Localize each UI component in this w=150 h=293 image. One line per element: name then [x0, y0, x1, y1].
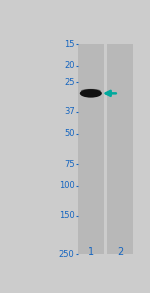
Text: 75: 75 [64, 160, 75, 169]
Text: 1: 1 [88, 247, 94, 257]
Text: 100: 100 [59, 181, 75, 190]
Ellipse shape [80, 89, 102, 98]
Text: 150: 150 [59, 212, 75, 220]
Text: 25: 25 [64, 78, 75, 87]
Text: 15: 15 [64, 40, 75, 49]
Text: 2: 2 [117, 247, 123, 257]
Bar [78, 44, 104, 254]
Bar [107, 44, 133, 254]
Text: 250: 250 [59, 250, 75, 258]
Text: 37: 37 [64, 107, 75, 116]
Ellipse shape [81, 89, 101, 93]
Text: 50: 50 [64, 130, 75, 139]
Text: 20: 20 [64, 61, 75, 70]
